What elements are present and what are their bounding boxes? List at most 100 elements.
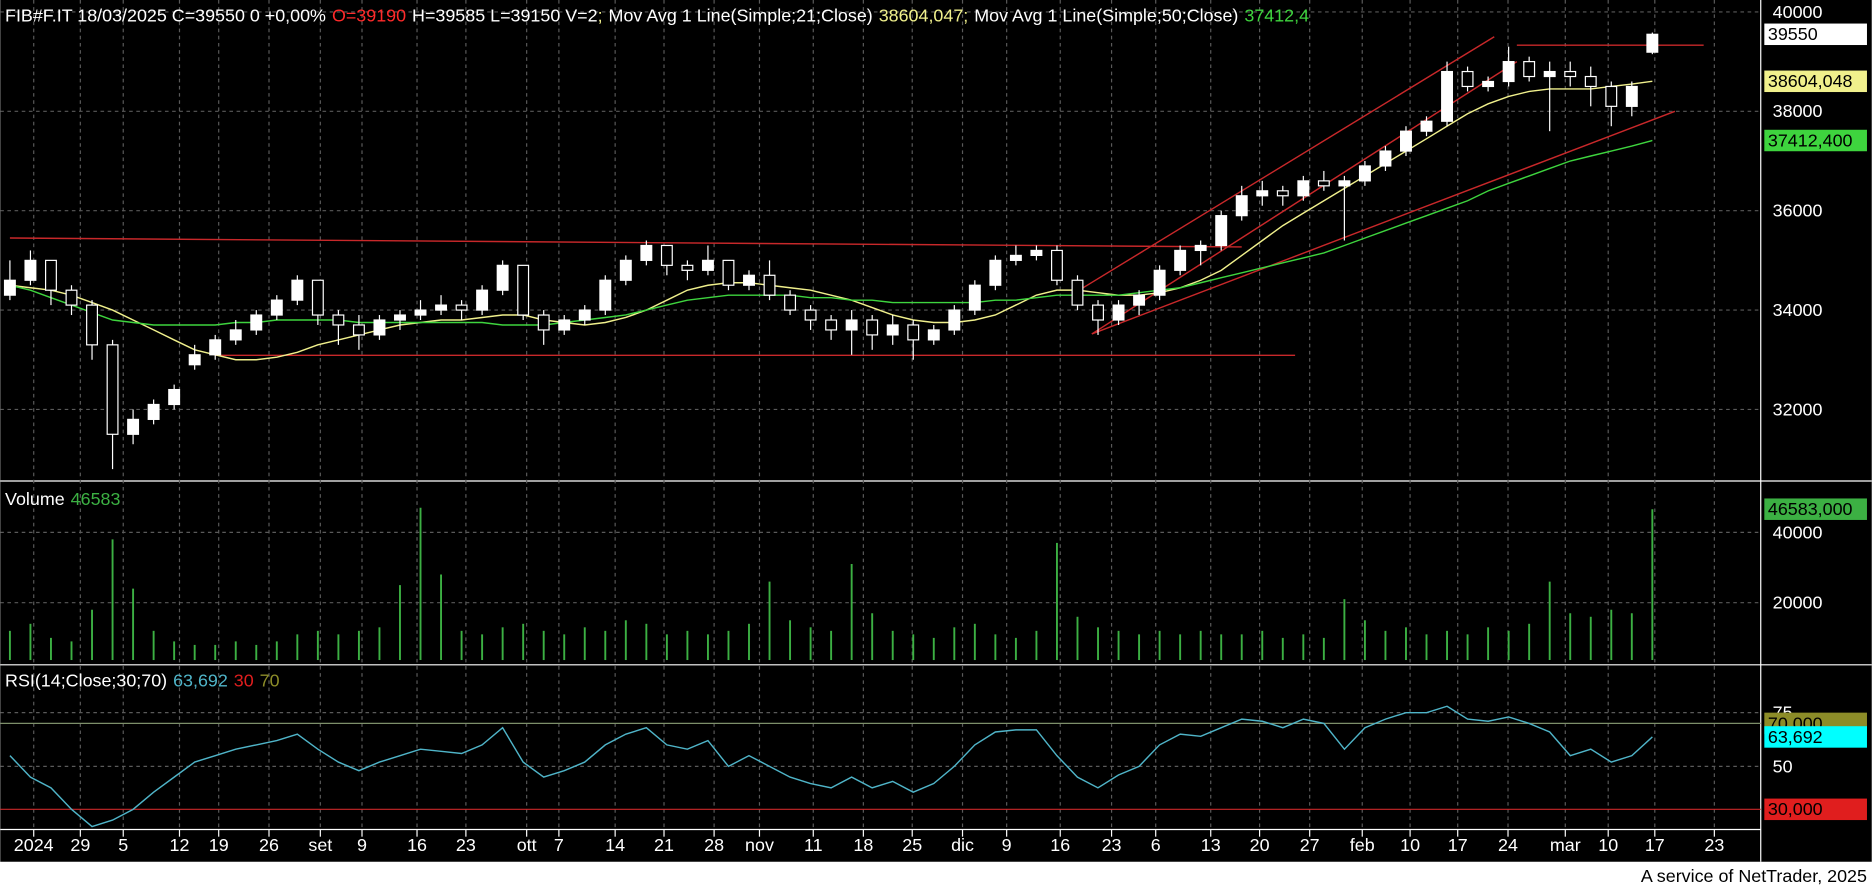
candle-body <box>414 309 427 316</box>
candle-body <box>1256 190 1269 197</box>
footer: A service of NetTrader, 2025 <box>1641 866 1867 886</box>
candle-body <box>681 264 694 271</box>
candle-body <box>3 279 16 296</box>
candle-body <box>537 314 550 331</box>
candle-body <box>640 244 653 261</box>
candle-body <box>1420 120 1433 132</box>
x-tick-label: 6 <box>1151 835 1161 855</box>
x-tick-label: 7 <box>554 835 564 855</box>
x-tick-label: 14 <box>605 835 625 855</box>
candle-body <box>270 299 283 316</box>
series-line <box>9 80 1653 361</box>
candle-body <box>1461 70 1474 88</box>
candle-body <box>907 324 920 341</box>
x-tick-label: 10 <box>1400 835 1420 855</box>
series-last-label: 63,692 <box>1768 727 1823 747</box>
legend: Volume 46583 <box>5 489 120 509</box>
candle-body <box>517 264 530 316</box>
candle-body <box>866 319 879 336</box>
candle-body <box>763 274 776 296</box>
candle-body <box>968 284 981 311</box>
y-tick-label: 40000 <box>1773 522 1823 542</box>
x-tick-label: 23 <box>456 835 476 855</box>
candle-body <box>1009 254 1022 261</box>
candle-body <box>578 309 591 321</box>
candle-body <box>1625 85 1638 107</box>
candle-body <box>1379 150 1392 167</box>
level-label: 30,000 <box>1768 799 1823 819</box>
candle-body <box>1502 61 1515 83</box>
legend: RSI(14;Close;30;70) 63,692 30 70 <box>5 670 280 690</box>
candle-body <box>1400 130 1412 152</box>
x-tick-label: 20 <box>1250 835 1270 855</box>
series-last-label: 38604,048 <box>1768 71 1853 91</box>
last-price-label: 39550 <box>1768 24 1818 44</box>
x-tick-label: 10 <box>1598 835 1618 855</box>
level-label-box <box>1764 798 1867 821</box>
candle-body <box>24 259 37 281</box>
volume-last-label-box <box>1764 498 1867 520</box>
x-tick-label: 17 <box>1645 835 1665 855</box>
candle-body <box>1030 249 1043 257</box>
x-tick-label: 21 <box>654 835 674 855</box>
candle-body <box>1564 70 1577 78</box>
x-tick-label: nov <box>745 835 774 855</box>
x-tick-label: 24 <box>1498 835 1518 855</box>
candle-body <box>229 329 242 341</box>
candle-body <box>804 309 817 321</box>
x-tick-label: 19 <box>209 835 229 855</box>
y-tick-label: 40000 <box>1773 2 1823 22</box>
x-tick-label: 27 <box>1300 835 1320 855</box>
legend-entry: 30 <box>234 670 254 690</box>
legend-entry: Mov Avg 1 Line(Simple;50;Close) <box>974 5 1238 25</box>
candle-body <box>1112 304 1125 321</box>
x-tick-label: 13 <box>1201 835 1221 855</box>
x-tick-label: 12 <box>170 835 190 855</box>
legend: FIB#F.IT 18/03/2025 C=39550 0 +0,00% O=39… <box>5 5 1309 25</box>
legend-entry: H=39585 L=39150 V=2 <box>412 5 598 25</box>
candle-body <box>1297 180 1310 197</box>
candle-body <box>1605 85 1618 107</box>
candle-body <box>1174 249 1187 271</box>
candle-body <box>86 304 98 346</box>
candle-body <box>147 403 160 420</box>
candle-body <box>332 314 345 326</box>
candle-body <box>1133 294 1146 306</box>
candle-body <box>168 388 181 406</box>
x-tick-label: 11 <box>804 835 823 855</box>
candle-body <box>1338 180 1351 187</box>
candle-body <box>106 344 119 435</box>
candle-body <box>127 418 140 435</box>
x-tick-label: 2024 <box>14 835 54 855</box>
candle-body <box>599 279 612 311</box>
candle-body <box>188 354 201 366</box>
candle-body <box>1194 244 1207 252</box>
candle-body <box>250 314 263 331</box>
x-tick-label: 17 <box>1448 835 1468 855</box>
series-last-label-box <box>1764 726 1867 748</box>
x-tick-label: ott <box>517 835 537 855</box>
x-tick-label: 23 <box>1102 835 1122 855</box>
candle-body <box>886 324 899 336</box>
candle-body <box>701 259 714 271</box>
candle-body <box>1543 70 1556 78</box>
candle-body <box>743 274 755 286</box>
candle-body <box>1482 80 1495 88</box>
legend-entry: ; <box>598 5 603 25</box>
candle-body <box>1441 70 1454 122</box>
candle-body <box>1358 165 1371 182</box>
x-tick-label: feb <box>1350 835 1375 855</box>
candle-body <box>1153 269 1166 296</box>
legend-entry: 46583 <box>71 489 121 509</box>
legend-entry: Volume <box>5 489 65 509</box>
legend-entry: 37412,4 <box>1244 5 1309 25</box>
x-tick-label: 18 <box>853 835 873 855</box>
trend-line <box>1081 36 1495 290</box>
legend-entry: O=39190 <box>332 5 406 25</box>
x-tick-label: 23 <box>1704 835 1724 855</box>
series-line <box>9 139 1653 326</box>
x-tick-label: 5 <box>118 835 128 855</box>
candle-body <box>352 324 365 336</box>
candle-body <box>311 279 324 316</box>
